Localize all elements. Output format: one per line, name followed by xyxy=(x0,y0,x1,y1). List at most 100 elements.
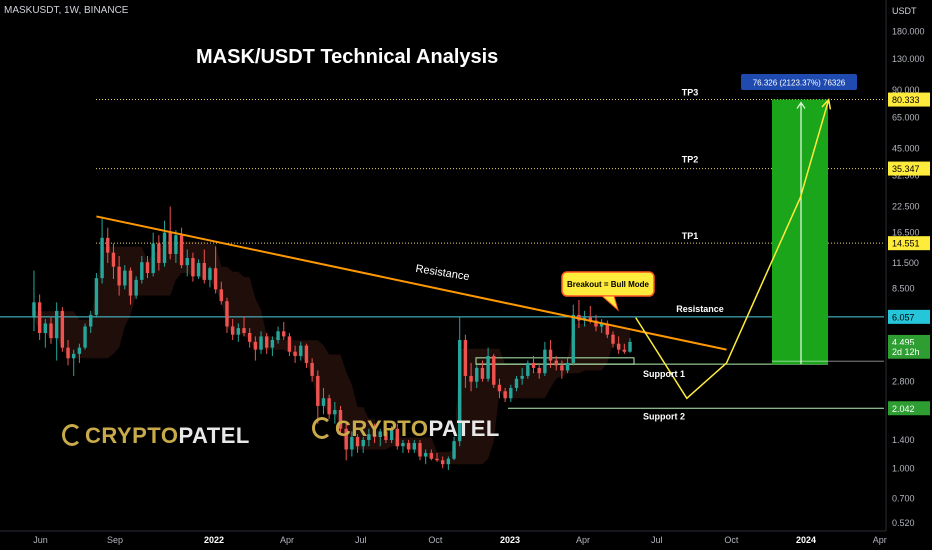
candle-body xyxy=(247,332,252,342)
candle-body xyxy=(66,347,70,359)
annotations: TP3 TP2 TP1 Resistance Support 1 Support 2 Res… xyxy=(415,74,857,421)
candle-body xyxy=(265,336,269,348)
candle-body xyxy=(338,410,343,429)
y-tick-label: 1.000 xyxy=(892,463,915,473)
candle-body xyxy=(361,439,365,447)
candle-body xyxy=(157,243,161,263)
y-tick-label: 22.500 xyxy=(892,202,920,212)
support1-label: Support 1 xyxy=(643,369,685,379)
trendline-label: Resistance xyxy=(415,263,471,283)
y-tick-label: 8.500 xyxy=(892,283,915,293)
y-tick-label: 90.000 xyxy=(892,85,920,95)
candle-body xyxy=(492,356,496,385)
candle-body xyxy=(145,262,150,274)
candle-body xyxy=(202,262,206,280)
candle-body xyxy=(77,347,82,354)
y-tick-label: 180.000 xyxy=(892,27,925,37)
candle-body xyxy=(191,257,195,277)
cloud-band xyxy=(33,241,631,465)
candle-body xyxy=(548,349,553,361)
candle-body xyxy=(378,431,382,438)
watermark-center: CRYPTOPATEL xyxy=(312,416,500,442)
candle-body xyxy=(151,243,155,274)
candle-body xyxy=(117,266,121,286)
x-tick-label: Jul xyxy=(651,535,663,545)
candle-body xyxy=(440,460,445,465)
candle-body xyxy=(43,323,48,333)
candle-body xyxy=(480,367,485,379)
x-tick-label: 2023 xyxy=(500,535,520,545)
candle-body xyxy=(616,343,621,350)
candle-body xyxy=(543,349,547,374)
cloud-band-shape xyxy=(33,241,631,465)
candle-body xyxy=(350,437,354,450)
candle-body xyxy=(367,434,371,440)
candle-body xyxy=(316,375,320,406)
x-tick-label: Jul xyxy=(355,535,367,545)
currency-label: USDT xyxy=(892,6,917,16)
candle-body xyxy=(134,279,138,296)
candle-body xyxy=(185,257,189,266)
candle-body xyxy=(611,334,615,344)
candle-body xyxy=(179,235,184,266)
candle-body xyxy=(106,237,110,253)
candle-body xyxy=(60,310,65,348)
candle-body xyxy=(162,232,167,263)
candle-body xyxy=(72,353,76,359)
projection-arrow-icon xyxy=(821,97,832,110)
candle-body xyxy=(486,356,490,379)
price-chip-label: 80.333 xyxy=(892,95,920,105)
x-tick-label: Apr xyxy=(873,535,887,545)
tp2-label: TP2 xyxy=(682,155,699,165)
candle-body xyxy=(282,331,286,337)
candle-body xyxy=(384,431,388,440)
candle-body xyxy=(514,378,519,388)
candle-body xyxy=(599,323,604,327)
measure-box xyxy=(741,74,857,90)
candle-body xyxy=(253,341,258,350)
candle-body xyxy=(355,437,360,447)
candle-body xyxy=(628,341,632,352)
candle-body xyxy=(37,302,42,333)
price-chip-label: 2d 12h xyxy=(892,347,920,357)
candle-body xyxy=(310,362,314,376)
candle-body xyxy=(554,360,558,366)
price-chip xyxy=(888,344,930,359)
y-tick-label: 1.400 xyxy=(892,435,915,445)
tp1-label: TP1 xyxy=(682,231,699,241)
candle-body xyxy=(49,323,53,339)
y-tick-label: 32.500 xyxy=(892,171,920,181)
candle-body xyxy=(526,362,530,376)
y-tick-label: 16.500 xyxy=(892,228,920,238)
support2-label: Support 2 xyxy=(643,411,685,421)
candle-body xyxy=(497,384,502,392)
y-tick-label: 65.000 xyxy=(892,112,920,122)
candle-body xyxy=(304,345,309,363)
candle-body xyxy=(213,268,218,290)
candle-body xyxy=(83,326,87,348)
x-tick-label: 2022 xyxy=(204,535,224,545)
candle-body xyxy=(123,270,127,286)
price-chip-label: 2.042 xyxy=(892,404,915,414)
candle-body xyxy=(452,441,456,459)
chart-title: MASK/USDT Technical Analysis xyxy=(196,46,499,68)
symbol-info: MASKUSDT, 1W, BINANCE xyxy=(4,5,129,16)
candle-body xyxy=(401,443,405,447)
tp3-label: TP3 xyxy=(682,88,699,98)
candle-body xyxy=(196,262,201,277)
candle-body xyxy=(128,270,133,296)
candle-body xyxy=(531,362,536,368)
measure-tooltip: 76.326 (2123.37%) 76326 xyxy=(741,74,857,90)
candle-body xyxy=(219,289,224,302)
measure-text: 76.326 (2123.37%) 76326 xyxy=(753,79,846,88)
price-chip xyxy=(888,309,930,324)
price-chip-label: 35.347 xyxy=(892,164,920,174)
brand-logo-icon xyxy=(62,424,82,446)
candle-body xyxy=(287,336,292,352)
candle-body xyxy=(293,351,297,357)
candle-body xyxy=(475,367,479,382)
candle-body xyxy=(327,398,331,415)
callout-pointer-icon xyxy=(600,295,619,312)
